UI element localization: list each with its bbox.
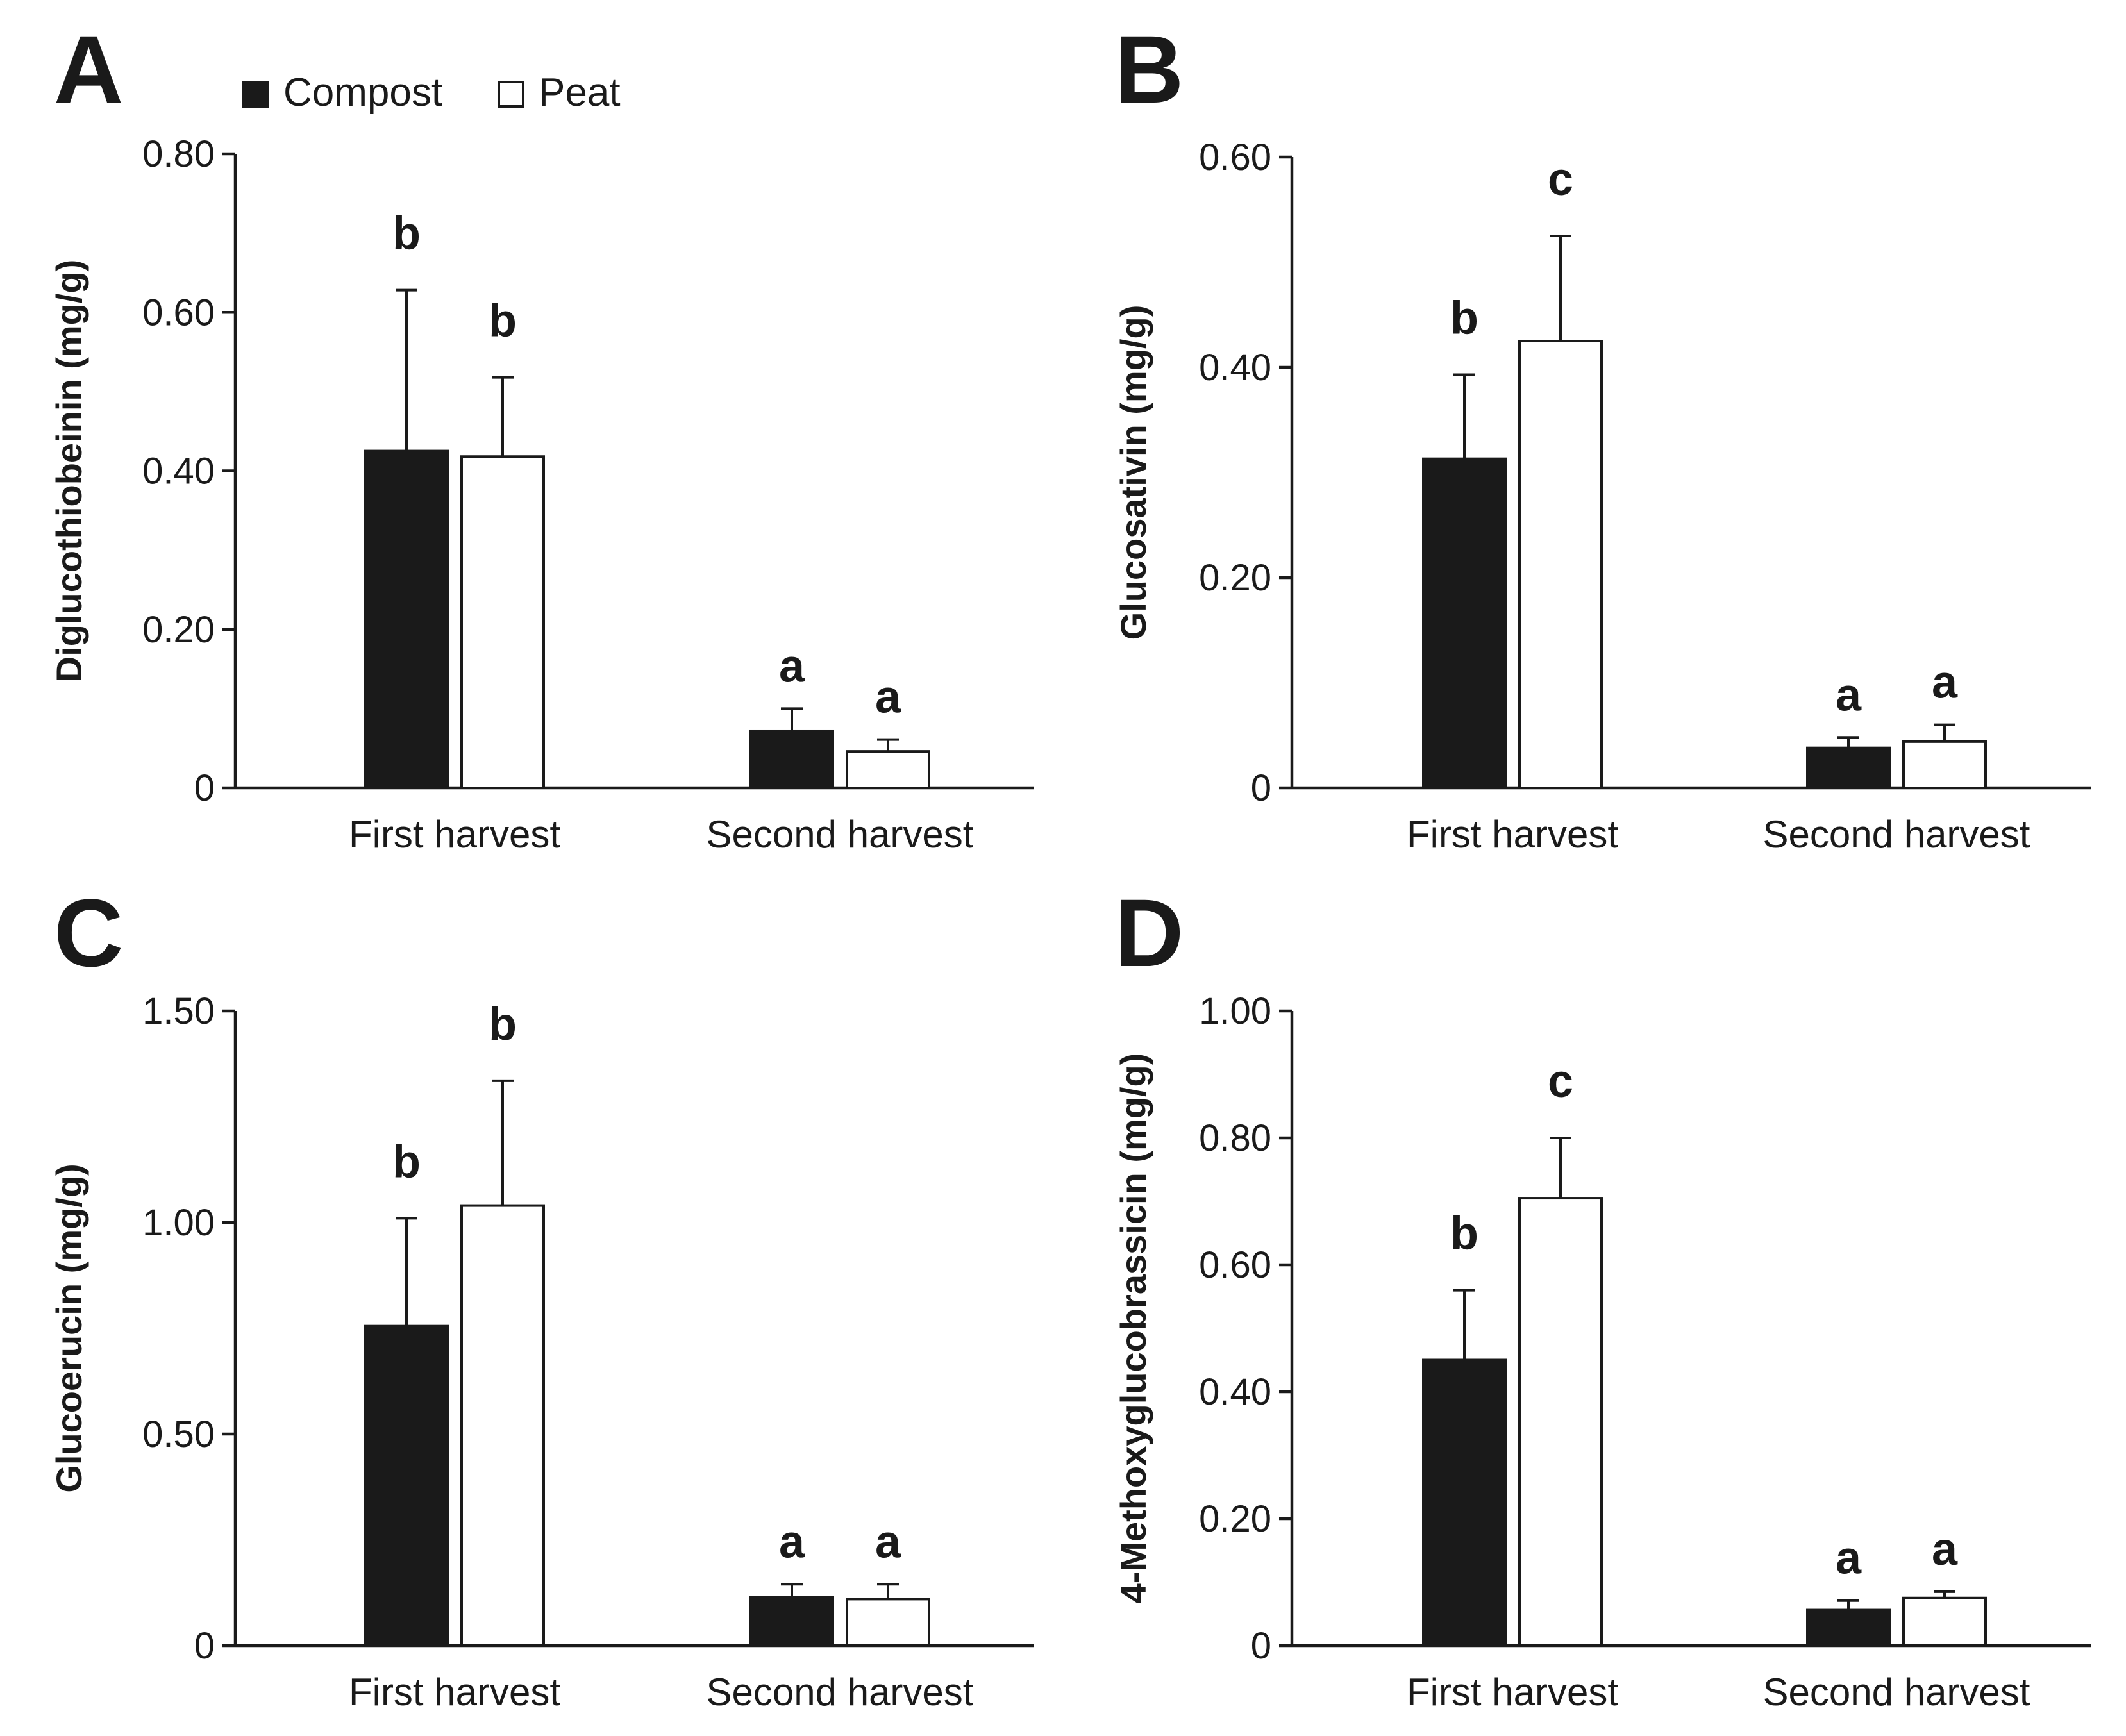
x-category-label: First harvest bbox=[349, 1671, 560, 1714]
y-tick-label: 0 bbox=[1251, 767, 1271, 809]
y-tick-label: 0.80 bbox=[142, 133, 215, 175]
y-tick-label: 0 bbox=[194, 767, 215, 809]
bar-compost bbox=[1806, 1608, 1891, 1648]
y-tick-label: 0.20 bbox=[1199, 557, 1271, 599]
y-tick-label: 0.40 bbox=[1199, 1371, 1271, 1413]
y-tick-label: 0.20 bbox=[1199, 1498, 1271, 1540]
bar-compost bbox=[749, 729, 834, 789]
x-category-label: First harvest bbox=[1407, 1671, 1618, 1714]
legend: Compost Peat bbox=[242, 71, 621, 115]
y-tick-label: 0.40 bbox=[142, 451, 215, 492]
y-axis-title: Glucosativin (mg/g) bbox=[1113, 305, 1153, 640]
x-category-label: Second harvest bbox=[1763, 813, 2030, 856]
y-axis-title: Diglucothiobeinin (mg/g) bbox=[49, 260, 89, 682]
legend-swatch-peat bbox=[498, 81, 524, 108]
significance-letter: a bbox=[875, 1516, 901, 1567]
significance-letter: a bbox=[779, 1516, 805, 1567]
y-tick-label: 1.00 bbox=[1199, 990, 1271, 1032]
bar-compost bbox=[364, 449, 449, 789]
significance-letter: b bbox=[1450, 292, 1478, 344]
panel-c: C 0 0.50 1.00 1.50 Glucoerucin (mg/g) First ha… bbox=[49, 879, 1034, 1714]
y-tick-label: 0.60 bbox=[1199, 1244, 1271, 1286]
y-tick-label: 0.60 bbox=[142, 292, 215, 333]
panel-d: D 0 0.20 0.40 0.60 0.80 1.00 4-Methoxyglucobras… bbox=[1113, 879, 2091, 1714]
y-tick-label: 0.20 bbox=[142, 609, 215, 651]
significance-letter: b bbox=[392, 208, 421, 260]
y-axis-title: 4-Methoxyglucobrassicin (mg/g) bbox=[1113, 1053, 1153, 1604]
bar-peat bbox=[846, 1598, 930, 1647]
significance-letter: a bbox=[1836, 669, 1862, 721]
bar-compost bbox=[1806, 746, 1891, 790]
significance-letter: a bbox=[1932, 1524, 1958, 1575]
bar-compost bbox=[1422, 457, 1507, 789]
significance-letter: a bbox=[875, 672, 901, 723]
significance-letter: a bbox=[779, 640, 805, 692]
bar-peat bbox=[1902, 740, 1987, 789]
bar-peat bbox=[1518, 1197, 1603, 1648]
y-tick-label: 0 bbox=[1251, 1625, 1271, 1667]
x-category-label: First harvest bbox=[349, 813, 560, 856]
x-category-label: First harvest bbox=[1407, 813, 1618, 856]
bar-peat bbox=[1902, 1596, 1987, 1647]
panel-b: B 0 0.20 0.40 0.60 Glucosativin (mg/g) First h… bbox=[1113, 15, 2091, 856]
bar-peat bbox=[460, 455, 545, 789]
legend-swatch-compost bbox=[242, 81, 269, 108]
bar-compost bbox=[749, 1596, 834, 1648]
y-tick-label: 1.50 bbox=[142, 990, 215, 1032]
panel-letter: C bbox=[54, 879, 123, 987]
bar-compost bbox=[1422, 1358, 1507, 1647]
y-tick-label: 0.80 bbox=[1199, 1117, 1271, 1159]
panel-letter: B bbox=[1114, 15, 1184, 123]
panel-letter: D bbox=[1114, 879, 1184, 987]
y-axis-title: Glucoerucin (mg/g) bbox=[49, 1164, 89, 1492]
legend-label-peat: Peat bbox=[539, 71, 621, 115]
y-tick-label: 0.40 bbox=[1199, 347, 1271, 388]
significance-letter: c bbox=[1548, 154, 1573, 205]
bar-peat bbox=[460, 1204, 545, 1647]
panel-a: A 0 0.20 0.40 0.60 0.80 Diglucothiobeinin (mg/… bbox=[49, 15, 1034, 856]
significance-letter: b bbox=[1450, 1208, 1478, 1260]
y-tick-label: 1.00 bbox=[142, 1202, 215, 1244]
x-category-label: Second harvest bbox=[1763, 1671, 2030, 1714]
x-category-label: Second harvest bbox=[707, 813, 974, 856]
significance-letter: a bbox=[1932, 657, 1958, 708]
significance-letter: b bbox=[489, 999, 517, 1050]
bar-peat bbox=[846, 750, 930, 789]
y-tick-label: 0 bbox=[194, 1625, 215, 1667]
y-tick-label: 0.60 bbox=[1199, 137, 1271, 178]
panel-letter: A bbox=[54, 15, 123, 123]
legend-label-compost: Compost bbox=[283, 71, 442, 115]
bar-compost bbox=[364, 1324, 449, 1647]
significance-letter: b bbox=[392, 1136, 421, 1187]
x-category-label: Second harvest bbox=[707, 1671, 974, 1714]
significance-letter: a bbox=[1836, 1533, 1862, 1584]
bar-peat bbox=[1518, 340, 1603, 789]
panels: A 0 0.20 0.40 0.60 0.80 Diglucothiobeinin (mg/… bbox=[49, 15, 2091, 1714]
significance-letter: c bbox=[1548, 1056, 1573, 1107]
y-tick-label: 0.50 bbox=[142, 1414, 215, 1455]
significance-letter: b bbox=[489, 296, 517, 347]
